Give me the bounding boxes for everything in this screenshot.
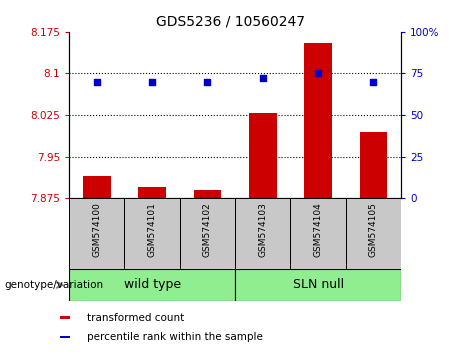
Text: percentile rank within the sample: percentile rank within the sample xyxy=(87,332,263,342)
Bar xyxy=(60,336,70,338)
Point xyxy=(314,71,322,76)
Point xyxy=(370,79,377,85)
Bar xyxy=(235,198,290,269)
Point xyxy=(148,79,156,85)
Bar xyxy=(60,316,70,319)
Bar xyxy=(83,176,111,198)
Bar xyxy=(346,198,401,269)
Text: GSM574104: GSM574104 xyxy=(313,202,323,257)
Point xyxy=(204,79,211,85)
Text: GSM574105: GSM574105 xyxy=(369,202,378,257)
Bar xyxy=(194,190,221,198)
Point xyxy=(93,79,100,85)
Text: genotype/variation: genotype/variation xyxy=(5,280,104,290)
Text: wild type: wild type xyxy=(124,279,181,291)
Text: transformed count: transformed count xyxy=(87,313,184,322)
Text: GSM574100: GSM574100 xyxy=(92,202,101,257)
Bar xyxy=(124,198,180,269)
Bar xyxy=(69,198,124,269)
Bar xyxy=(249,113,277,198)
Bar xyxy=(180,198,235,269)
Text: GSM574102: GSM574102 xyxy=(203,202,212,257)
Bar xyxy=(235,269,401,301)
Text: GSM574103: GSM574103 xyxy=(258,202,267,257)
Bar xyxy=(290,198,346,269)
Text: SLN null: SLN null xyxy=(293,279,343,291)
Bar xyxy=(69,269,235,301)
Point xyxy=(259,76,266,81)
Bar xyxy=(360,132,387,198)
Bar xyxy=(138,187,166,198)
Bar xyxy=(304,43,332,198)
Text: GSM574101: GSM574101 xyxy=(148,202,157,257)
Text: GDS5236 / 10560247: GDS5236 / 10560247 xyxy=(156,14,305,28)
